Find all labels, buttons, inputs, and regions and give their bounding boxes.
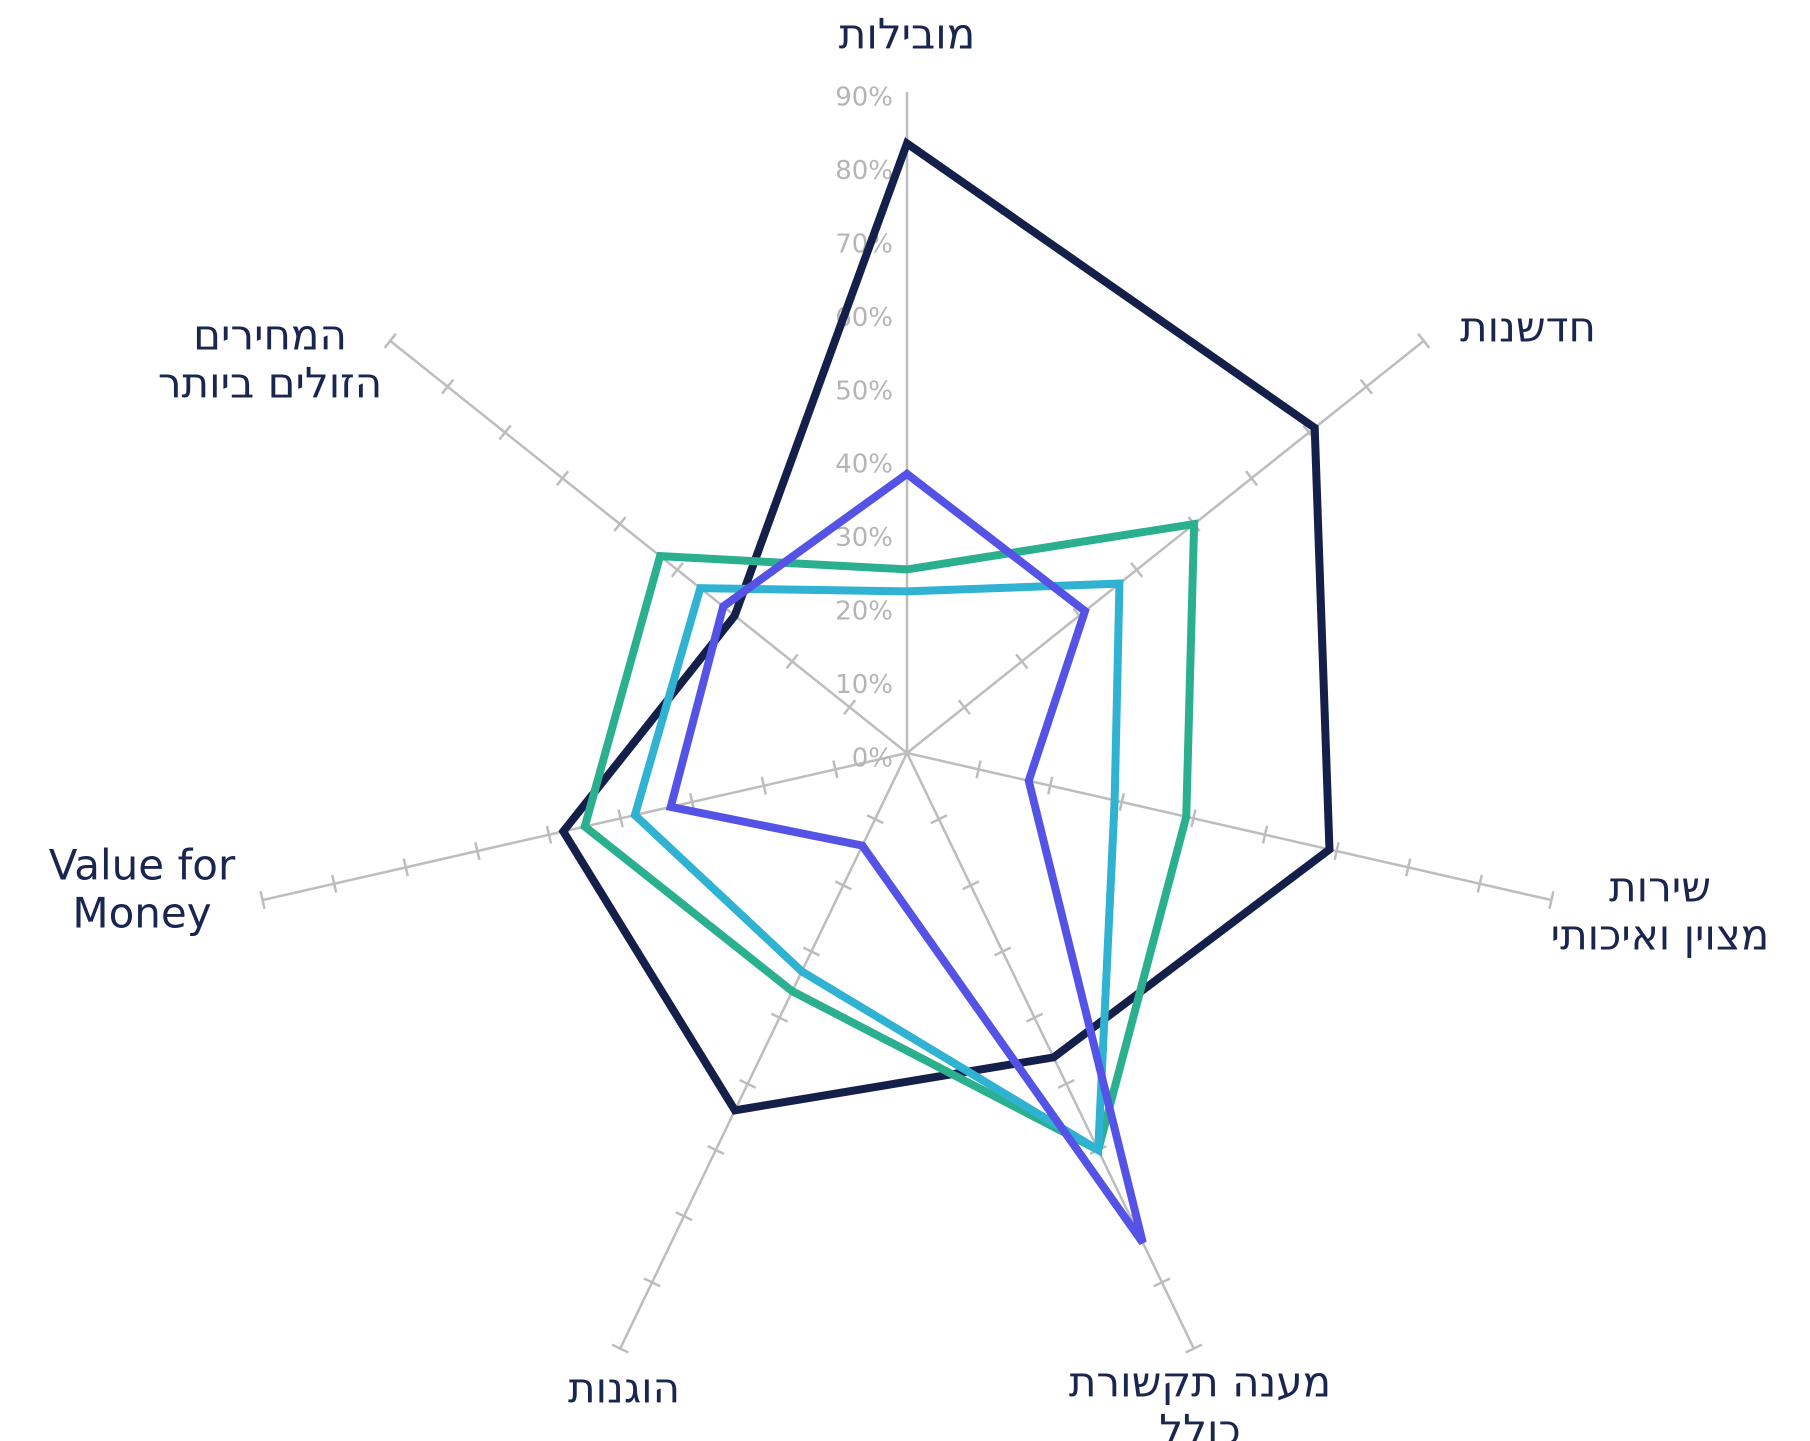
tick-label: 0% <box>852 744 893 774</box>
tick-label: 50% <box>835 376 893 406</box>
axis-label: שירות <box>1609 863 1711 912</box>
axis-tick <box>1359 378 1373 395</box>
axis-line <box>905 752 1195 1350</box>
axis-tick <box>1057 1078 1075 1089</box>
axis-line <box>906 339 1425 754</box>
axis-tick <box>675 1211 693 1222</box>
axis-tick <box>993 946 1012 957</box>
axis-label: מענה תקשורת <box>1069 1358 1331 1407</box>
axis-label: הזולים ביותר <box>158 359 382 408</box>
series-line <box>665 468 1147 1245</box>
axis-tick <box>707 1144 725 1156</box>
axis-label: Value for <box>49 841 236 890</box>
axis-tick <box>957 699 972 716</box>
axis-tick <box>1025 1012 1044 1023</box>
axis-tick <box>832 760 839 779</box>
tick-label: 10% <box>835 670 893 700</box>
axis-tick <box>383 333 397 349</box>
axis-tick <box>555 470 570 487</box>
axis-tick <box>1190 809 1197 828</box>
axis-tick <box>962 880 980 891</box>
axis-label: מצוין ואיכותי <box>1551 911 1770 960</box>
axis-tick <box>611 1343 629 1354</box>
axis-tick <box>770 1012 789 1023</box>
axis-label: חדשנות <box>1460 303 1596 352</box>
axis-tick <box>1153 1277 1171 1288</box>
axis-tick <box>1476 874 1484 893</box>
axis-tick <box>545 825 553 844</box>
axis-tick <box>1185 1343 1203 1354</box>
axis-line <box>389 339 908 754</box>
axis-tick <box>259 891 266 910</box>
axis-tick <box>1417 333 1431 349</box>
axis-tick <box>474 842 481 861</box>
axis-tick <box>834 880 852 891</box>
axis-tick <box>930 814 948 825</box>
series-line <box>580 519 1199 1156</box>
tick-label: 80% <box>835 156 893 186</box>
axis-label: כולל <box>1159 1406 1240 1441</box>
axis-tick <box>1404 858 1412 877</box>
axis-tick <box>1118 792 1126 812</box>
series-line <box>630 579 1124 1157</box>
axis-tick <box>441 378 455 395</box>
axis-tick <box>1046 776 1054 795</box>
axis-tick <box>643 1277 661 1288</box>
axis-label: הוגנות <box>568 1364 680 1413</box>
axis-tick <box>1244 470 1259 487</box>
axis-label: המחירים <box>193 311 347 360</box>
axis-tick <box>739 1078 757 1089</box>
axis-tick <box>975 760 982 779</box>
axis-tick <box>670 562 684 578</box>
axis-tick <box>1130 562 1144 578</box>
axis-tick <box>330 874 338 893</box>
axis-label: מובילות <box>839 10 976 59</box>
axis-tick <box>1015 653 1029 670</box>
tick-label: 90% <box>835 83 893 113</box>
axis-label: Money <box>72 889 211 938</box>
axis-tick <box>760 776 768 795</box>
tick-label: 20% <box>835 597 893 627</box>
axis-tick <box>802 946 821 957</box>
axis-line <box>906 751 1552 902</box>
axis-tick <box>617 809 624 828</box>
axis-tick <box>842 699 857 716</box>
axis-tick <box>402 858 410 877</box>
axis-tick <box>1261 825 1269 844</box>
axis-tick <box>498 424 512 441</box>
axis-tick <box>613 516 627 532</box>
tick-label: 30% <box>835 523 893 553</box>
tick-label: 40% <box>835 450 893 480</box>
axis-tick <box>1333 842 1340 861</box>
series-line <box>558 137 1334 1115</box>
axis-line <box>619 752 909 1350</box>
axis-tick <box>866 814 884 825</box>
axis-tick <box>1548 891 1555 910</box>
axis-tick <box>785 653 799 670</box>
